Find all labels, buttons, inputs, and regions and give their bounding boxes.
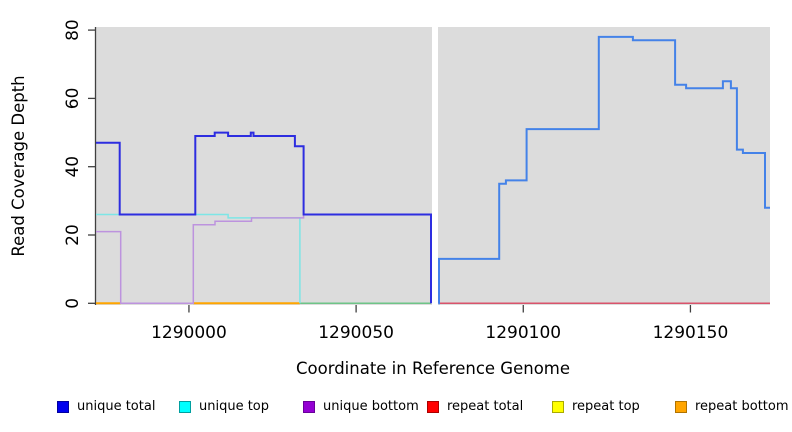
legend-item-unique-bottom: unique bottom (303, 400, 419, 414)
legend-label: repeat total (447, 399, 524, 414)
legend-item-repeat-top: repeat top (552, 400, 640, 414)
y-tick-label: 0 (63, 298, 83, 309)
x-tick-label: 1290000 (151, 323, 227, 343)
legend-item-unique-top: unique top (179, 400, 269, 414)
legend-item-unique-total: unique total (57, 400, 155, 414)
series-line-unique-total (96, 131, 432, 304)
y-axis-title: Read Coverage Depth (9, 75, 28, 256)
legend-swatch-unique-bottom (303, 401, 315, 413)
y-tick-label: 80 (63, 19, 83, 41)
y-tick-label: 60 (63, 88, 83, 110)
x-axis-title: Coordinate in Reference Genome (296, 359, 570, 378)
legend-swatch-unique-total (57, 401, 69, 413)
y-tick-label: 40 (63, 156, 83, 178)
legend-label: unique total (77, 399, 156, 414)
series-line-total-coverage-right-block- (438, 35, 770, 305)
legend-label: repeat top (572, 399, 640, 414)
legend-label: unique bottom (323, 399, 419, 414)
legend-swatch-unique-top (179, 401, 191, 413)
x-tick-label: 1290150 (653, 323, 729, 343)
panel-gap (431, 27, 439, 305)
legend-item-repeat-bottom: repeat bottom (675, 400, 789, 414)
legend-item-repeat-total: repeat total (427, 400, 523, 414)
x-tick-label: 1290050 (318, 323, 394, 343)
x-tick-label: 1290100 (485, 323, 561, 343)
legend-label: repeat bottom (695, 399, 789, 414)
coverage-plot: 0 20 40 60 80 1290000 1290050 1290100 1290150 Re… (9, 19, 770, 378)
legend-swatch-repeat-total (427, 401, 439, 413)
y-tick-label: 20 (63, 224, 83, 246)
chart-legend: unique total unique top unique bottom repea… (0, 398, 792, 418)
legend-swatch-repeat-top (552, 401, 564, 413)
legend-swatch-repeat-bottom (675, 401, 687, 413)
legend-label: unique top (199, 399, 270, 414)
